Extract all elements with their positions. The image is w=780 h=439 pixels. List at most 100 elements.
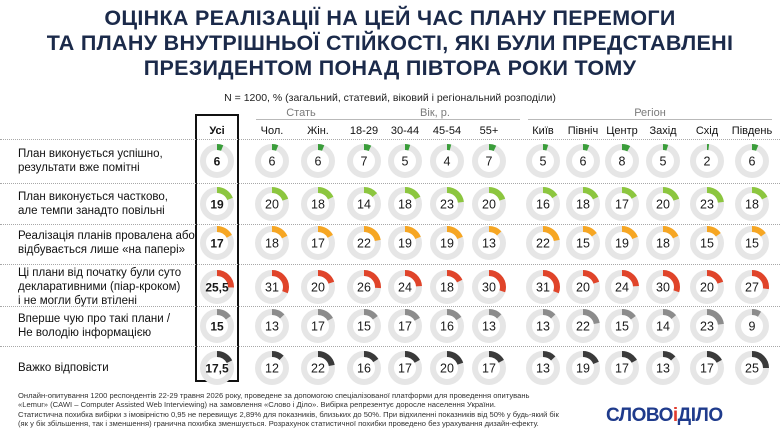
row-separator bbox=[0, 306, 780, 307]
ring-value-label: 22 bbox=[311, 362, 325, 376]
title-line-2: ТА ПЛАНУ ВНУТРІШНЬОЇ СТІЙКОСТІ, ЯКІ БУЛИ… bbox=[46, 31, 734, 55]
ring-value-arc bbox=[566, 270, 600, 304]
ring-value-label: 22 bbox=[576, 320, 590, 334]
ring-cell: 13 bbox=[526, 351, 560, 385]
ring-value-arc bbox=[301, 351, 335, 385]
ring-value-arc bbox=[472, 226, 506, 260]
ring-value-arc bbox=[472, 309, 506, 343]
ring-value-label: 17,5 bbox=[205, 362, 229, 376]
ring-value-arc bbox=[735, 226, 769, 260]
ring-value-label: 15 bbox=[210, 320, 224, 334]
ring-value-label: 12 bbox=[265, 362, 279, 376]
ring-value-label: 18 bbox=[656, 237, 670, 251]
ring-cell: 18 bbox=[430, 270, 464, 304]
column-header: Схід bbox=[695, 125, 719, 137]
ring-value-arc bbox=[347, 226, 381, 260]
ring-value-label: 18 bbox=[440, 281, 454, 295]
ring-value-arc bbox=[526, 187, 560, 221]
ring-cell: 20 bbox=[301, 270, 335, 304]
ring-value-label: 19 bbox=[576, 362, 590, 376]
ring-value-arc bbox=[735, 309, 769, 343]
group-line-sex bbox=[256, 119, 348, 120]
ring-value-arc bbox=[430, 144, 464, 178]
ring-value-label: 15 bbox=[615, 320, 629, 334]
ring-value-label: 18 bbox=[576, 198, 590, 212]
ring-value-arc bbox=[690, 309, 724, 343]
ring-value-arc bbox=[566, 187, 600, 221]
ring-value-arc bbox=[347, 309, 381, 343]
ring-cell: 9 bbox=[735, 309, 769, 343]
ring-cell: 13 bbox=[472, 226, 506, 260]
ring-value-label: 19 bbox=[398, 237, 412, 251]
row-label: План виконується успішно, результати вже … bbox=[18, 147, 196, 175]
row-separator bbox=[0, 183, 780, 184]
methodology-note: Онлайн-опитування 1200 респондентів 22-2… bbox=[18, 391, 578, 429]
ring-value-arc bbox=[690, 270, 724, 304]
ring-value-arc bbox=[605, 351, 639, 385]
note-line-3: Статистична похибка вибірки з імовірніст… bbox=[18, 409, 559, 419]
ring-value-arc bbox=[388, 309, 422, 343]
ring-value-label: 18 bbox=[745, 198, 759, 212]
ring-value-arc bbox=[388, 351, 422, 385]
ring-value-arc bbox=[430, 270, 464, 304]
ring-value-arc bbox=[255, 144, 289, 178]
row-label-line: Не володію інформацією bbox=[18, 327, 152, 339]
row-label-line: Вперше чую про такі плани / bbox=[18, 313, 171, 325]
ring-value-label: 5 bbox=[660, 155, 667, 169]
ring-value-label: 16 bbox=[536, 198, 550, 212]
ring-value-label: 13 bbox=[482, 237, 496, 251]
ring-value-label: 17 bbox=[700, 362, 714, 376]
ring-value-label: 19 bbox=[210, 198, 224, 212]
ring-value-arc bbox=[646, 187, 680, 221]
column-header: Чол. bbox=[260, 125, 284, 137]
ring-value-label: 15 bbox=[700, 237, 714, 251]
group-line-region bbox=[528, 119, 772, 120]
ring-value-label: 15 bbox=[576, 237, 590, 251]
ring-value-arc bbox=[347, 270, 381, 304]
row-label: План виконується частково, але темпи зана… bbox=[18, 190, 196, 218]
ring-cell: 18 bbox=[735, 187, 769, 221]
ring-value-label: 22 bbox=[357, 237, 371, 251]
column-header: 18-29 bbox=[349, 125, 379, 137]
ring-cell: 24 bbox=[605, 270, 639, 304]
logo-part-2: ДІЛО bbox=[677, 405, 723, 426]
row-label-line: Важко відповісти bbox=[18, 362, 109, 374]
row-label: Ці плани від початку були суто декларатив… bbox=[18, 266, 196, 308]
ring-cell: 31 bbox=[526, 270, 560, 304]
title-line-1: ОЦІНКА РЕАЛІЗАЦІЇ НА ЦЕЙ ЧАС ПЛАНУ ПЕРЕМ… bbox=[104, 6, 676, 30]
ring-value-arc bbox=[526, 351, 560, 385]
ring-cell: 19 bbox=[388, 226, 422, 260]
ring-value-arc bbox=[526, 270, 560, 304]
ring-cell: 30 bbox=[472, 270, 506, 304]
ring-value-arc bbox=[430, 309, 464, 343]
ring-value-label: 2 bbox=[704, 155, 711, 169]
ring-cell: 8 bbox=[605, 144, 639, 178]
ring-value-arc bbox=[301, 187, 335, 221]
ring-value-arc bbox=[200, 226, 234, 260]
ring-cell: 15 bbox=[690, 226, 724, 260]
ring-cell: 15 bbox=[605, 309, 639, 343]
ring-cell: 25 bbox=[735, 351, 769, 385]
ring-cell: 6 bbox=[200, 144, 234, 178]
ring-cell: 12 bbox=[255, 351, 289, 385]
ring-value-label: 24 bbox=[398, 281, 412, 295]
ring-cell: 27 bbox=[735, 270, 769, 304]
ring-value-label: 16 bbox=[440, 320, 454, 334]
ring-value-label: 31 bbox=[265, 281, 279, 295]
ring-cell: 6 bbox=[255, 144, 289, 178]
ring-cell: 30 bbox=[646, 270, 680, 304]
ring-value-label: 13 bbox=[656, 362, 670, 376]
ring-cell: 17 bbox=[388, 351, 422, 385]
ring-value-arc bbox=[646, 144, 680, 178]
ring-cell: 23 bbox=[690, 309, 724, 343]
row-label-line: але темпи занадто повільні bbox=[18, 205, 165, 217]
ring-value-arc bbox=[735, 187, 769, 221]
ring-value-arc bbox=[566, 309, 600, 343]
ring-value-label: 18 bbox=[265, 237, 279, 251]
ring-value-arc bbox=[605, 187, 639, 221]
ring-value-arc bbox=[200, 270, 234, 304]
ring-cell: 17 bbox=[301, 226, 335, 260]
ring-value-arc bbox=[388, 144, 422, 178]
ring-cell: 13 bbox=[255, 309, 289, 343]
